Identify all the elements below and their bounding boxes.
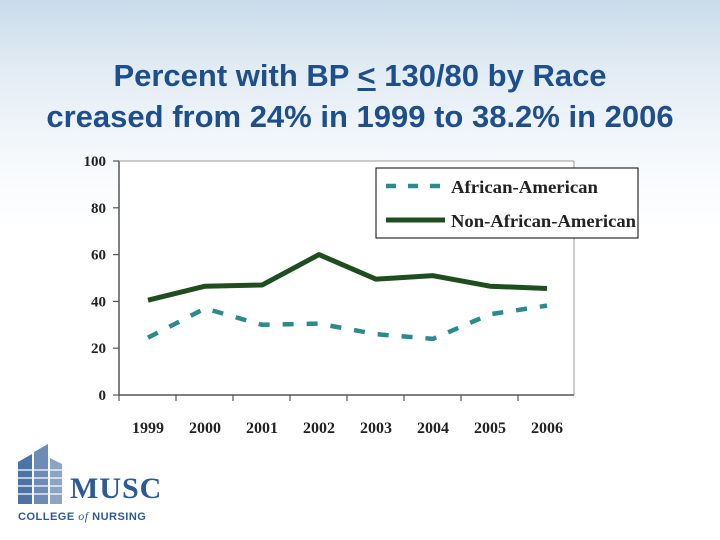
series-line-african-american [146, 303, 548, 342]
legend-box [375, 167, 639, 239]
series-line-non-african-american [147, 252, 548, 303]
x-tick-label: 2000 [189, 420, 221, 437]
logo-subtitle: COLLEGE of NURSING [18, 509, 147, 523]
legend: African-American Non-African-American [375, 167, 639, 239]
y-tick-label: 100 [84, 154, 107, 170]
slide-title: Percent with BP < 130/80 by Race creased… [0, 55, 720, 137]
x-tick-label: 2004 [417, 420, 449, 437]
title-line-1: Percent with BP < 130/80 by Race [113, 58, 607, 93]
y-tick-label: 60 [91, 248, 106, 264]
y-tick-label: 20 [91, 341, 106, 357]
series-layer [146, 252, 548, 342]
x-tick-label: 2006 [531, 420, 563, 437]
title-line-2: creased from 24% in 1999 to 38.2% in 200… [46, 99, 674, 134]
x-tick-label: 2002 [303, 420, 335, 437]
logo-name: MUSC [70, 472, 163, 505]
less-equal-symbol: < [357, 58, 376, 93]
x-tick-label: 2003 [360, 420, 392, 437]
x-tick-label: 2001 [246, 420, 278, 437]
legend-label: Non-African-American [451, 211, 636, 231]
x-tick-label: 1999 [132, 420, 164, 437]
y-tick-label: 40 [91, 294, 106, 310]
x-tick-label: 2005 [474, 420, 506, 437]
musc-logo-icon [18, 444, 62, 504]
axes: 0 20 40 60 80 100 1999 2000 2001 2002 2003 2004 2005… [84, 154, 575, 437]
y-tick-label: 80 [91, 201, 106, 217]
y-tick-label: 0 [99, 388, 107, 404]
legend-label: African-American [451, 177, 598, 197]
